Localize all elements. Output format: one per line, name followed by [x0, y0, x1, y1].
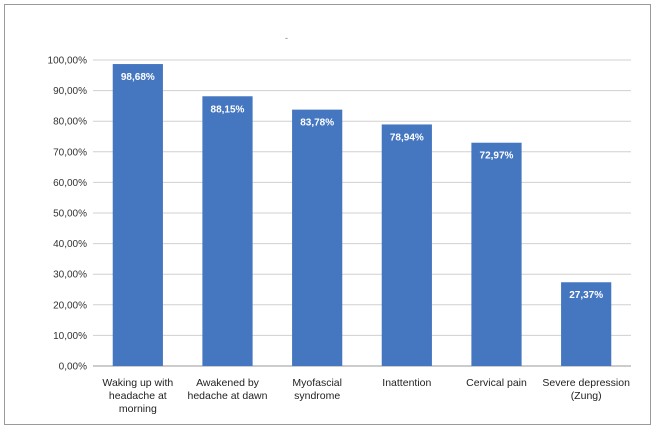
- x-category-label: Awakened by hedache at dawn: [188, 377, 268, 402]
- y-axis-tick-labels: 0,00% 10,00% 20,00% 30,00% 40,00% 50,00% 60,00…: [48, 56, 88, 373]
- bar-chart: - 0,00% 10,00% 20,00% 30,00% 40,00% 50,00% 60,…: [48, 33, 631, 415]
- x-category-label: Myofascial syndrome: [292, 377, 342, 402]
- chart-frame: - 0,00% 10,00% 20,00% 30,00% 40,00% 50,00% 60,…: [4, 4, 651, 425]
- bar: [112, 64, 163, 367]
- x-category-label: Severe depression (Zung): [542, 377, 630, 402]
- y-tick-label: 90,00%: [53, 86, 87, 97]
- data-labels: 98,68% 88,15% 83,78% 78,94% 72,97% 27,37%: [121, 72, 603, 301]
- y-tick-label: 70,00%: [53, 147, 87, 158]
- bar: [471, 142, 522, 366]
- x-category-label: Cervical pain: [466, 377, 527, 389]
- y-tick-label: 10,00%: [53, 331, 87, 342]
- y-tick-label: 0,00%: [59, 362, 87, 373]
- data-label: 88,15%: [211, 104, 245, 115]
- data-label: 78,94%: [390, 132, 424, 143]
- bars: [112, 64, 612, 367]
- y-tick-label: 60,00%: [53, 178, 87, 189]
- x-axis-category-labels: Waking up with headache at morning Awakened…: [102, 377, 630, 415]
- x-category-label: Waking up with headache at morning: [102, 377, 173, 415]
- y-tick-label: 40,00%: [53, 239, 87, 250]
- y-tick-label: 20,00%: [53, 300, 87, 311]
- data-label: 83,78%: [300, 118, 334, 129]
- data-label: 27,37%: [569, 290, 603, 301]
- y-tick-label: 100,00%: [48, 56, 88, 67]
- data-label: 72,97%: [480, 151, 514, 162]
- y-tick-label: 80,00%: [53, 117, 87, 128]
- y-tick-label: 50,00%: [53, 209, 87, 220]
- data-label: 98,68%: [121, 72, 155, 83]
- gridlines: [93, 59, 631, 367]
- bar: [202, 96, 253, 367]
- y-tick-label: 30,00%: [53, 270, 87, 281]
- bar: [381, 124, 432, 366]
- bar: [292, 109, 343, 366]
- stray-mark: -: [285, 33, 288, 43]
- x-category-label: Inattention: [382, 377, 431, 389]
- bar: [561, 282, 612, 366]
